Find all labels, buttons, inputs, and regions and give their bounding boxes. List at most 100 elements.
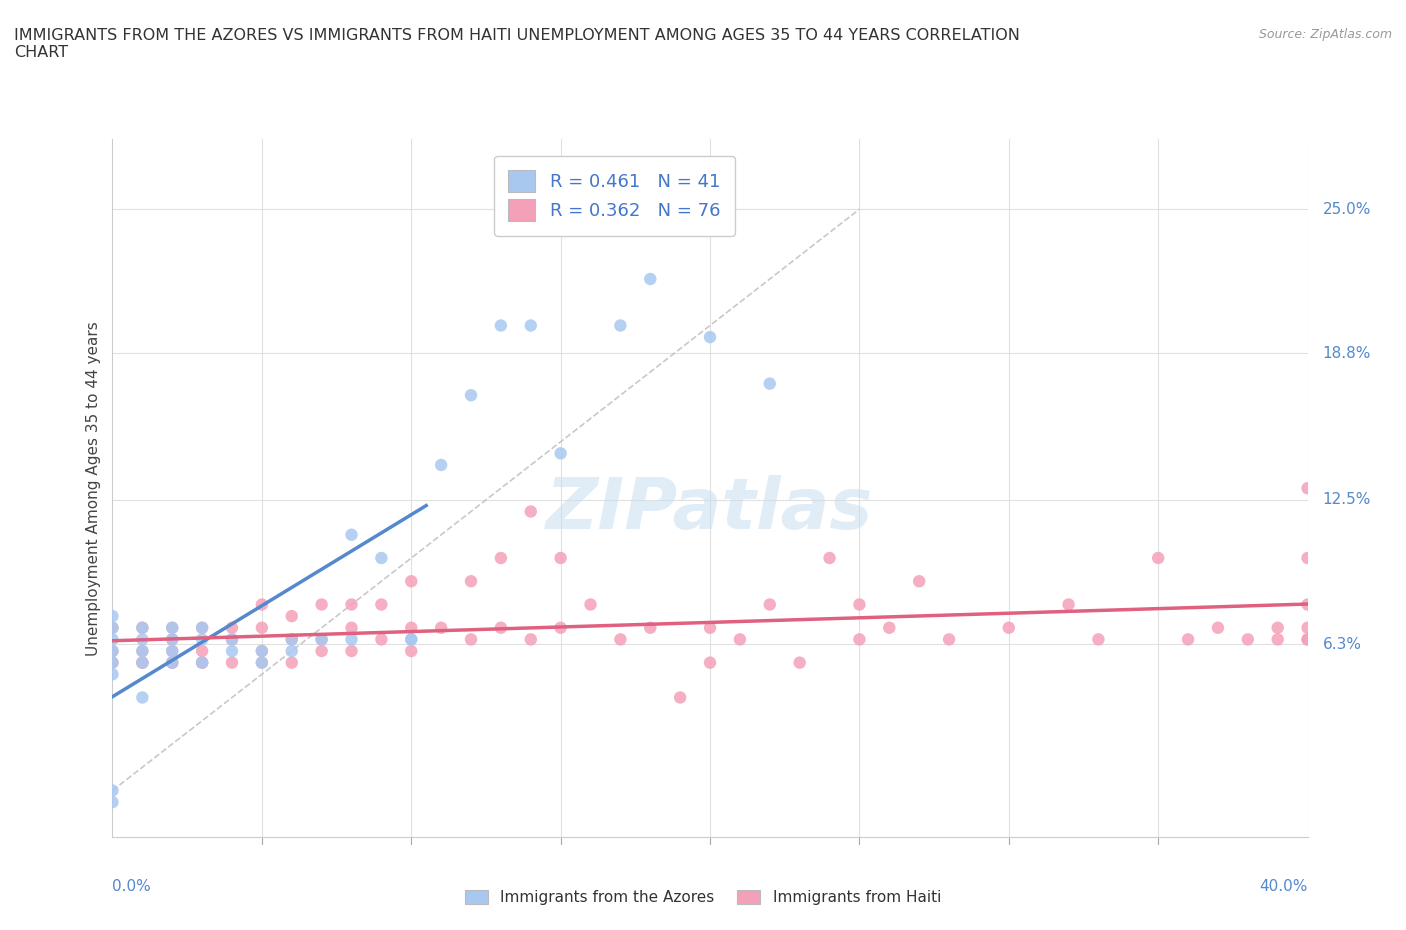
Point <box>1296 620 1319 635</box>
Point <box>221 644 243 658</box>
Point <box>1296 632 1319 647</box>
Point <box>1267 632 1289 647</box>
Point <box>131 656 153 671</box>
Point <box>191 620 214 635</box>
Point <box>401 632 423 647</box>
Point <box>162 620 183 635</box>
Point <box>848 632 870 647</box>
Point <box>877 620 901 635</box>
Point <box>550 551 572 565</box>
Point <box>101 644 124 658</box>
Point <box>101 783 124 798</box>
Point <box>101 656 124 671</box>
Point <box>131 656 153 671</box>
Point <box>430 620 453 635</box>
Point <box>579 597 602 612</box>
Text: 25.0%: 25.0% <box>1323 202 1371 217</box>
Point <box>550 446 572 461</box>
Point <box>101 609 124 624</box>
Point <box>250 644 273 658</box>
Point <box>609 632 631 647</box>
Point <box>759 597 782 612</box>
Point <box>250 656 273 671</box>
Point <box>311 632 333 647</box>
Point <box>340 597 363 612</box>
Point <box>221 632 243 647</box>
Point <box>1087 632 1109 647</box>
Point <box>340 620 363 635</box>
Point <box>311 597 333 612</box>
Point <box>1177 632 1199 647</box>
Point <box>281 632 304 647</box>
Point <box>162 656 183 671</box>
Point <box>520 318 543 333</box>
Point <box>191 656 214 671</box>
Point <box>401 620 423 635</box>
Point <box>759 377 782 392</box>
Point <box>281 632 304 647</box>
Point <box>101 632 124 647</box>
Legend: R = 0.461   N = 41, R = 0.362   N = 76: R = 0.461 N = 41, R = 0.362 N = 76 <box>494 155 735 235</box>
Point <box>1296 632 1319 647</box>
Point <box>1057 597 1080 612</box>
Point <box>101 620 124 635</box>
Point <box>221 620 243 635</box>
Point <box>131 644 153 658</box>
Point <box>340 527 363 542</box>
Point <box>370 551 392 565</box>
Point <box>908 574 931 589</box>
Point <box>191 656 214 671</box>
Point <box>638 272 662 286</box>
Point <box>460 632 482 647</box>
Text: 18.8%: 18.8% <box>1323 346 1371 361</box>
Point <box>401 632 423 647</box>
Point <box>460 574 482 589</box>
Point <box>699 330 721 345</box>
Point <box>131 644 153 658</box>
Point <box>1147 551 1170 565</box>
Point <box>1267 620 1289 635</box>
Text: 12.5%: 12.5% <box>1323 492 1371 508</box>
Point <box>281 656 304 671</box>
Point <box>520 632 543 647</box>
Text: 0.0%: 0.0% <box>112 879 152 894</box>
Point <box>101 620 124 635</box>
Point <box>401 574 423 589</box>
Point <box>1206 620 1229 635</box>
Point <box>489 318 512 333</box>
Y-axis label: Unemployment Among Ages 35 to 44 years: Unemployment Among Ages 35 to 44 years <box>86 321 101 656</box>
Point <box>250 656 273 671</box>
Text: ZIPatlas: ZIPatlas <box>547 474 873 544</box>
Point <box>101 667 124 682</box>
Point <box>221 656 243 671</box>
Point <box>818 551 841 565</box>
Point <box>162 644 183 658</box>
Point <box>430 458 453 472</box>
Point <box>281 609 304 624</box>
Point <box>489 620 512 635</box>
Point <box>191 656 214 671</box>
Point <box>699 656 721 671</box>
Point <box>101 794 124 809</box>
Point <box>1237 632 1260 647</box>
Point <box>311 632 333 647</box>
Point <box>789 656 811 671</box>
Point <box>1296 551 1319 565</box>
Point <box>250 597 273 612</box>
Point <box>250 620 273 635</box>
Point <box>101 656 124 671</box>
Point <box>460 388 482 403</box>
Point <box>311 644 333 658</box>
Point <box>162 644 183 658</box>
Point <box>998 620 1021 635</box>
Point <box>340 632 363 647</box>
Point <box>191 632 214 647</box>
Point <box>370 632 392 647</box>
Point <box>1296 481 1319 496</box>
Point <box>938 632 960 647</box>
Text: 40.0%: 40.0% <box>1260 879 1308 894</box>
Point <box>191 620 214 635</box>
Point <box>101 644 124 658</box>
Point <box>131 632 153 647</box>
Point <box>281 644 304 658</box>
